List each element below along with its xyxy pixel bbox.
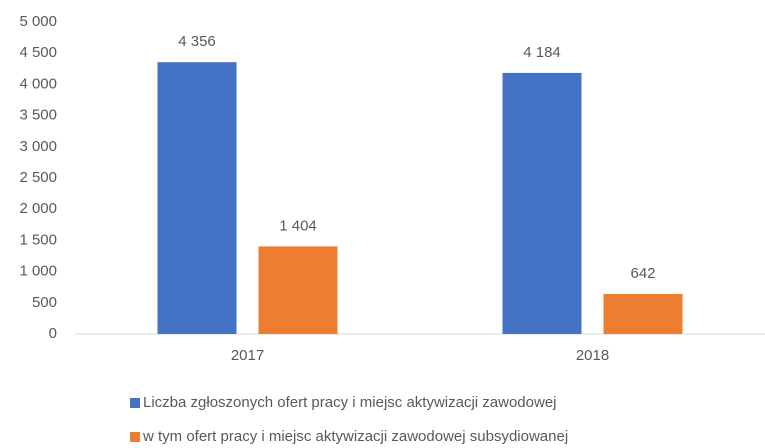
y-tick-label: 1 000 bbox=[19, 263, 57, 280]
legend-swatch bbox=[130, 432, 140, 442]
legend-label: Liczba zgłoszonych ofert pracy i miejsc … bbox=[143, 394, 557, 411]
y-tick-label: 0 bbox=[49, 325, 57, 342]
y-tick-label: 3 500 bbox=[19, 107, 57, 124]
y-tick-label: 2 500 bbox=[19, 169, 57, 186]
data-label: 642 bbox=[630, 265, 655, 282]
y-tick-label: 4 000 bbox=[19, 75, 57, 92]
data-label: 4 184 bbox=[523, 44, 561, 61]
y-tick-label: 5 000 bbox=[19, 13, 57, 30]
data-label: 1 404 bbox=[279, 217, 317, 234]
legend-swatch bbox=[130, 398, 140, 408]
y-tick-label: 2 000 bbox=[19, 200, 57, 217]
bar bbox=[603, 293, 683, 334]
bar bbox=[258, 246, 338, 334]
x-tick-label: 2018 bbox=[576, 347, 609, 364]
y-tick-label: 3 000 bbox=[19, 138, 57, 155]
y-tick-label: 500 bbox=[32, 294, 57, 311]
bar bbox=[502, 72, 582, 335]
data-label: 4 356 bbox=[178, 33, 216, 50]
x-tick-label: 2017 bbox=[231, 347, 264, 364]
y-tick-label: 4 500 bbox=[19, 44, 57, 61]
legend-label: w tym ofert pracy i miejsc aktywizacji z… bbox=[142, 428, 568, 445]
bar bbox=[157, 62, 237, 334]
y-tick-label: 1 500 bbox=[19, 231, 57, 248]
